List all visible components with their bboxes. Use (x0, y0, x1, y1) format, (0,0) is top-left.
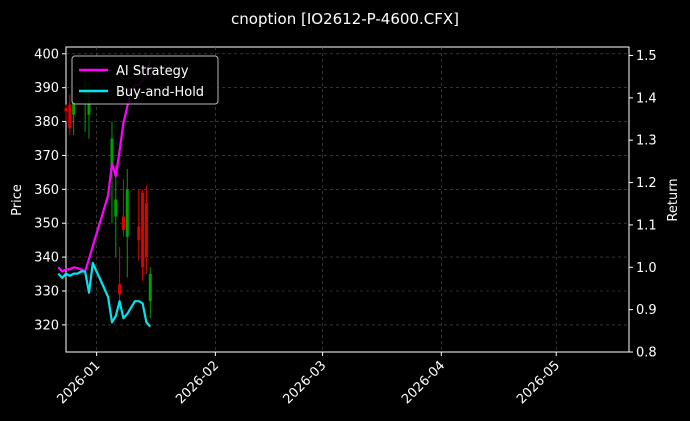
y-right-tick-label: 1.5 (636, 49, 657, 64)
y-right-tick-label: 0.9 (636, 303, 657, 318)
y-left-tick-label: 350 (34, 217, 59, 232)
y-right-tick-label: 1.2 (636, 176, 657, 191)
y-left-tick-label: 390 (34, 81, 59, 96)
x-tick-label: 2026-01 (54, 358, 103, 407)
y-right-tick-label: 1.3 (636, 134, 657, 149)
y-right-tick-label: 1.1 (636, 218, 657, 233)
legend-box (71, 55, 219, 105)
y-left-tick-label: 320 (34, 318, 59, 333)
x-tick-label: 2026-05 (514, 358, 563, 407)
legend-label-buy-and-hold: Buy-and-Hold (116, 85, 204, 100)
y-axis-right-label: Return (666, 178, 681, 221)
candle-body (144, 202, 148, 258)
x-tick-label: 2026-04 (399, 358, 448, 407)
x-tick-label: 2026-02 (173, 358, 222, 407)
y-left-tick-label: 400 (34, 47, 59, 62)
candle-body (72, 101, 76, 115)
y-left-tick-label: 340 (34, 251, 59, 266)
legend-label-ai-strategy: AI Strategy (116, 64, 189, 79)
candle-body (121, 216, 125, 230)
y-right-tick-label: 1.4 (636, 91, 657, 106)
candle-body (137, 226, 141, 241)
candle-body (114, 199, 118, 217)
candle-body (148, 274, 152, 302)
candle-body (110, 138, 114, 166)
y-left-tick-label: 330 (34, 285, 59, 300)
candle-body (125, 189, 129, 237)
candle-body (68, 104, 72, 129)
y-left-tick-label: 360 (34, 183, 59, 198)
y-right-tick-label: 0.8 (636, 346, 657, 361)
chart-title: cnoption [IO2612-P-4600.CFX] (231, 10, 459, 28)
legend: AI Strategy Buy-and-Hold (71, 55, 219, 105)
x-tick-label: 2026-03 (280, 358, 329, 407)
y-left-tick-label: 380 (34, 115, 59, 130)
candle-body (141, 192, 145, 268)
y-right-tick-label: 1.0 (636, 261, 657, 276)
y-left-tick-label: 370 (34, 149, 59, 164)
candle-body (64, 108, 68, 112)
y-axis-left-label: Price (10, 184, 25, 216)
candle-body (118, 284, 122, 295)
buy-and-hold-line (57, 261, 152, 328)
